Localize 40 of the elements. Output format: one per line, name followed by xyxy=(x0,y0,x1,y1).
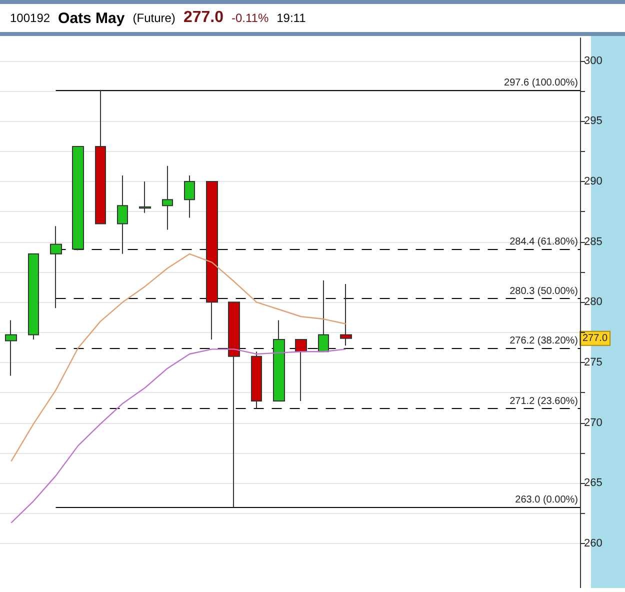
candlestick xyxy=(228,302,240,508)
y-tick-label: 275 xyxy=(584,356,602,368)
candlestick xyxy=(28,253,39,340)
ref-line-label: 297.6 (100.00%) xyxy=(504,77,578,88)
ref-line-label: 271.2 (23.60%) xyxy=(510,396,578,407)
line-series xyxy=(10,253,346,462)
candlestick xyxy=(318,280,329,352)
candlestick xyxy=(117,175,128,254)
candlestick xyxy=(95,89,106,224)
ref-line-label: 276.2 (38.20%) xyxy=(510,335,578,346)
text: 100192 xyxy=(10,11,50,25)
y-tick-label: 285 xyxy=(584,236,602,248)
y-tick-label: 290 xyxy=(584,176,602,188)
text: 277.0 xyxy=(183,9,224,27)
candlestick xyxy=(162,165,173,230)
chart-subtitle: (Future) xyxy=(132,11,176,25)
candlestick xyxy=(72,146,84,251)
y-tick-label: 260 xyxy=(584,537,602,550)
text: 19:11 xyxy=(276,11,306,25)
ref-line-label: 284.4 (61.80%) xyxy=(510,236,578,248)
candlestick xyxy=(50,226,62,309)
y-tick-label: 300 xyxy=(584,54,602,67)
y-tick-label: 295 xyxy=(584,115,602,128)
line-series xyxy=(10,348,346,524)
candlestick xyxy=(206,181,218,340)
text: -0.11% xyxy=(231,11,269,25)
candlestick xyxy=(295,339,307,402)
ref-line-label: 280.3 (50.00%) xyxy=(510,286,578,298)
candlestick xyxy=(5,320,17,376)
candlestick xyxy=(184,175,195,218)
annotation: 277.0 xyxy=(582,332,608,344)
chart-title: Oats May xyxy=(58,10,125,26)
candlestick xyxy=(139,181,151,214)
y-tick-label: 265 xyxy=(584,477,602,490)
ref-line-label: 263.0 (0.00%) xyxy=(515,494,578,506)
y-tick-label: 270 xyxy=(584,416,602,429)
candlestick xyxy=(273,320,285,402)
candlestick xyxy=(251,351,262,409)
candlestick xyxy=(340,284,352,346)
y-tick-label: 280 xyxy=(584,296,602,308)
